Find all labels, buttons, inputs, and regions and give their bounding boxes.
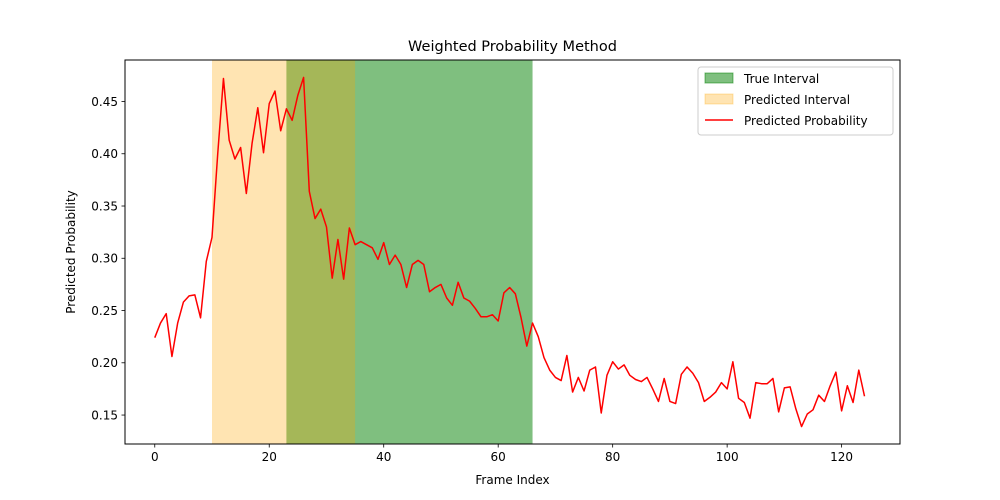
legend-swatch-true-interval <box>704 72 734 84</box>
y-tick-label: 0.40 <box>91 147 118 161</box>
y-tick-label: 0.20 <box>91 356 118 370</box>
x-tick-label: 60 <box>491 450 506 464</box>
series-line-predicted-probability <box>154 76 866 428</box>
x-tick-label: 40 <box>376 450 391 464</box>
x-tick-label: 100 <box>716 450 739 464</box>
legend-label-true-interval: True Interval <box>743 72 819 86</box>
y-tick-label: 0.45 <box>91 95 118 109</box>
x-tick-label: 120 <box>830 450 853 464</box>
plot-frame <box>124 59 901 445</box>
x-axis-label: Frame Index <box>475 473 549 487</box>
chart-title: Weighted Probability Method <box>408 39 617 55</box>
x-tick-label: 20 <box>262 450 277 464</box>
interval-band-true <box>286 60 533 444</box>
legend-label-predicted-interval: Predicted Interval <box>744 93 850 107</box>
legend-box <box>697 66 894 136</box>
interval-bands <box>212 60 533 444</box>
legend: True Interval Predicted Interval Predict… <box>697 66 894 136</box>
x-tick-label: 0 <box>151 450 159 464</box>
x-tick-label: 80 <box>605 450 620 464</box>
y-tick-label: 0.15 <box>91 408 118 422</box>
y-tick-label: 0.30 <box>91 252 118 266</box>
interval-band-predicted <box>212 60 356 444</box>
legend-swatch-predicted-interval <box>704 93 734 105</box>
y-tick-label: 0.35 <box>91 199 118 213</box>
y-tick-label: 0.25 <box>91 304 118 318</box>
y-axis-label: Predicted Probability <box>64 190 78 314</box>
probability-line-layer <box>154 76 866 428</box>
x-axis-ticks: 0 20 40 60 80 100 120 <box>151 444 853 464</box>
legend-label-predicted-probability: Predicted Probability <box>744 114 868 128</box>
y-axis-ticks: 0.15 0.20 0.25 0.30 0.35 0.40 0.45 <box>91 95 125 422</box>
